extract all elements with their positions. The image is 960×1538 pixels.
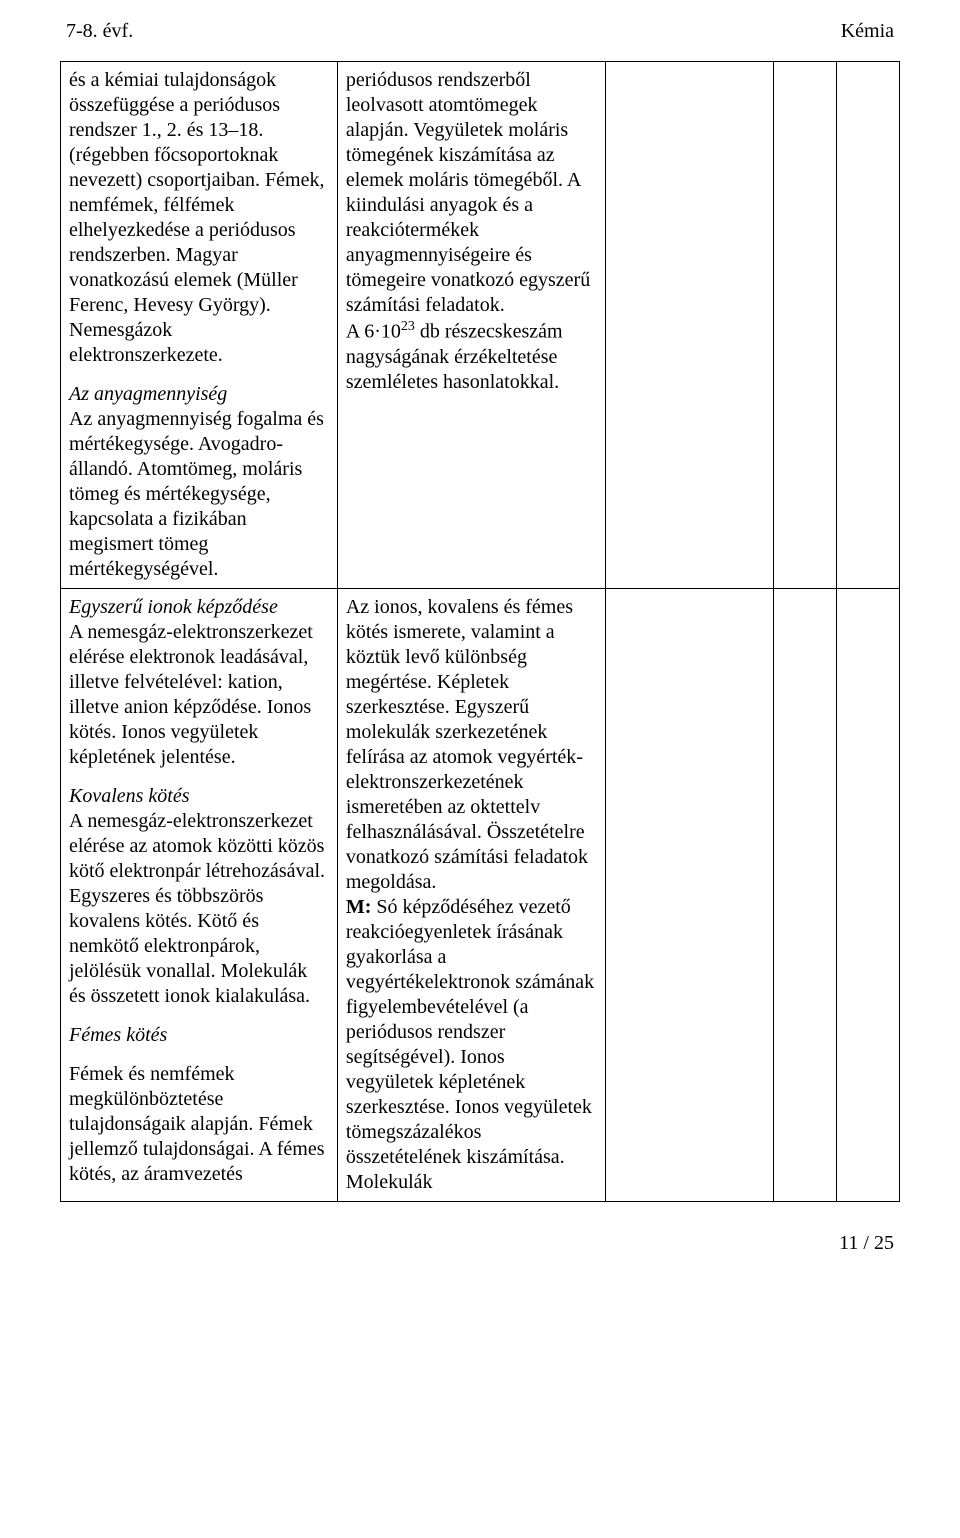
table-cell xyxy=(837,62,900,589)
body-text: Az ionos, kovalens és fémes kötés ismere… xyxy=(346,595,597,895)
body-text: periódusos rendszerből leolvasott atomtö… xyxy=(346,68,597,318)
table-cell xyxy=(837,589,900,1202)
page-number: 11 / 25 xyxy=(839,1232,894,1254)
body-text: A nemesgáz-elektronszerkezet elérése ele… xyxy=(69,620,329,770)
table-cell xyxy=(774,62,837,589)
body-text: A 6·1023 db részecskeszám nagyságának ér… xyxy=(346,318,597,395)
table-cell xyxy=(606,589,774,1202)
body-text: Fémek és nemfémek megkülönböztetése tula… xyxy=(69,1062,329,1187)
section-heading: Az anyagmennyiség xyxy=(69,382,329,407)
content-table: és a kémiai tulajdonságok összefüggése a… xyxy=(60,61,900,1202)
table-cell xyxy=(606,62,774,589)
table-cell xyxy=(774,589,837,1202)
body-text: M: Só képződéséhez vezető reakcióegyenle… xyxy=(346,895,597,1195)
page-footer: 11 / 25 xyxy=(60,1232,900,1255)
table-cell: periódusos rendszerből leolvasott atomtö… xyxy=(337,62,605,589)
table-cell: és a kémiai tulajdonságok összefüggése a… xyxy=(61,62,338,589)
body-text: Az anyagmennyiség fogalma és mértékegysé… xyxy=(69,407,329,582)
table-row: Egyszerű ionok képződéseA nemesgáz-elekt… xyxy=(61,589,900,1202)
header-left: 7-8. évf. xyxy=(66,20,133,43)
header-right: Kémia xyxy=(841,20,894,43)
table-cell: Az ionos, kovalens és fémes kötés ismere… xyxy=(337,589,605,1202)
table-row: és a kémiai tulajdonságok összefüggése a… xyxy=(61,62,900,589)
body-text: és a kémiai tulajdonságok összefüggése a… xyxy=(69,68,329,368)
section-heading: Fémes kötés xyxy=(69,1023,329,1048)
page-header: 7-8. évf. Kémia xyxy=(60,20,900,43)
section-heading: Kovalens kötés xyxy=(69,784,329,809)
section-heading: Egyszerű ionok képződése xyxy=(69,595,329,620)
body-text: A nemesgáz-elektronszerkezet elérése az … xyxy=(69,809,329,1009)
table-cell: Egyszerű ionok képződéseA nemesgáz-elekt… xyxy=(61,589,338,1202)
page: 7-8. évf. Kémia és a kémiai tulajdonságo… xyxy=(0,0,960,1295)
